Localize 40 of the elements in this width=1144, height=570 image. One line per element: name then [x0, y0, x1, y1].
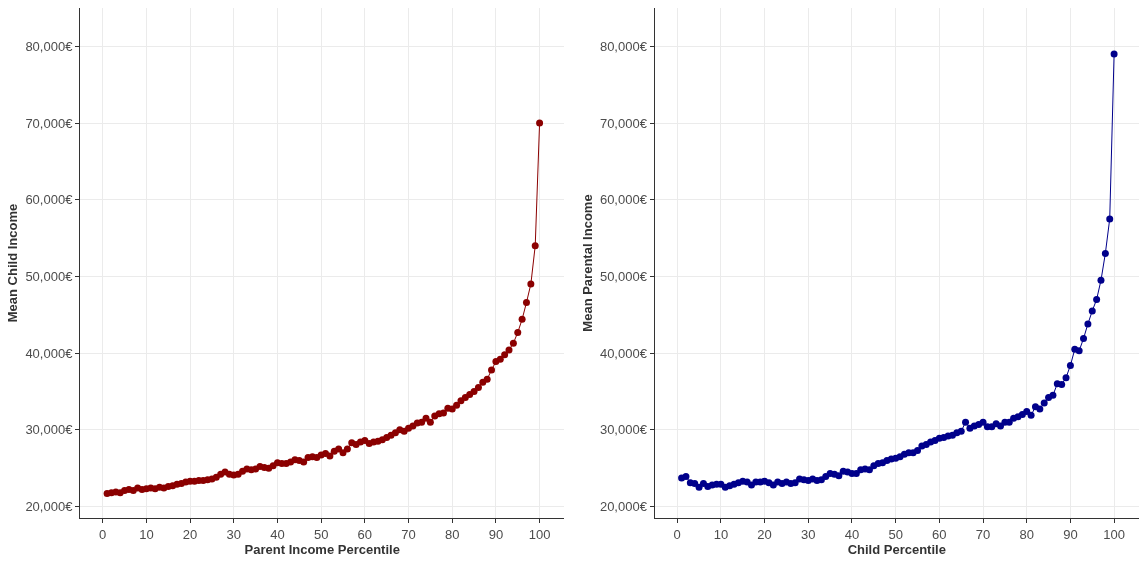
x-tick-label: 90: [1063, 526, 1078, 542]
x-tick-label: 70: [401, 526, 416, 542]
x-tick-label: 80: [1019, 526, 1034, 542]
x-tick-label: 80: [444, 526, 460, 542]
x-tick-label: 70: [975, 526, 991, 542]
y-tick-label: 70,000€: [599, 115, 648, 131]
y-tick-label: 50,000€: [599, 268, 648, 284]
x-tick-label: 20: [757, 526, 772, 542]
y-tick-label: 80,000€: [599, 38, 648, 54]
x-tick-label: 100: [528, 526, 551, 542]
x-tick-label: 30: [801, 526, 816, 542]
x-tick-label: 40: [270, 526, 285, 542]
x-tick-label: 60: [357, 526, 373, 542]
y-tick-label: 30,000€: [25, 422, 74, 438]
x-tick-label: 30: [226, 526, 242, 542]
y-tick-label: 50,000€: [25, 268, 74, 284]
y-tick-label: 40,000€: [599, 345, 648, 361]
y-tick-label: 80,000€: [25, 38, 74, 54]
x-tick-label: 50: [313, 526, 329, 542]
x-tick-label: 10: [713, 526, 729, 542]
y-tick-label: 60,000€: [25, 192, 74, 208]
x-tick-label: 0: [673, 526, 681, 542]
x-tick-label: 40: [844, 526, 860, 542]
y-tick-label: 70,000€: [25, 115, 74, 131]
x-axis-title: Parent Income Percentile: [244, 541, 400, 557]
y-tick-label: 20,000€: [25, 499, 74, 515]
x-tick-label: 10: [139, 526, 154, 542]
x-tick-label: 20: [182, 526, 198, 542]
x-tick-label: 100: [1103, 526, 1125, 542]
y-tick-label: 20,000€: [599, 499, 648, 515]
x-axis-title: Child Percentile: [847, 541, 946, 557]
y-tick-label: 40,000€: [25, 345, 74, 361]
x-tick-label: 0: [99, 526, 107, 542]
x-tick-label: 50: [888, 526, 903, 542]
y-axis-title: Mean Child Income: [5, 203, 21, 323]
x-tick-label: 90: [488, 526, 504, 542]
y-tick-label: 30,000€: [599, 422, 648, 438]
y-axis-title: Mean Parental Income: [579, 194, 595, 332]
x-tick-label: 60: [932, 526, 947, 542]
y-tick-label: 60,000€: [599, 192, 648, 208]
